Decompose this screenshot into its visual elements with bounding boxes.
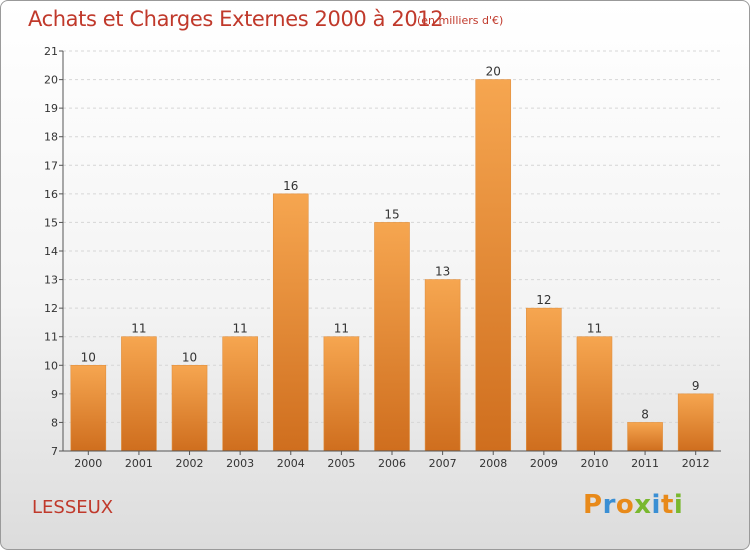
x-tick-label: 2002 — [176, 457, 204, 470]
x-tick-label: 2003 — [226, 457, 254, 470]
x-tick-label: 2007 — [429, 457, 457, 470]
data-label: 13 — [435, 265, 450, 279]
chart-title: Achats et Charges Externes 2000 à 2012 — [28, 7, 444, 31]
bar — [70, 364, 107, 452]
data-label: 15 — [384, 207, 399, 221]
x-tick-label: 2010 — [580, 457, 608, 470]
y-tick-label: 19 — [44, 102, 58, 115]
data-label: 10 — [81, 350, 96, 364]
bar — [374, 222, 410, 452]
y-tick-label: 9 — [51, 388, 58, 401]
x-tick-label: 2012 — [682, 457, 710, 470]
x-tick-label: 2009 — [530, 457, 558, 470]
x-tick-label: 2000 — [74, 457, 102, 470]
y-tick-label: 17 — [44, 159, 58, 172]
data-label: 16 — [283, 179, 298, 193]
logo-letter: o — [615, 490, 635, 520]
x-tick-label: 2001 — [125, 457, 153, 470]
logo-letter: x — [634, 490, 652, 520]
logo-letter: t — [660, 490, 674, 520]
data-label: 11 — [587, 322, 602, 336]
proxiti-logo: Proxiti — [583, 490, 683, 520]
bar — [272, 193, 309, 452]
bar — [526, 307, 562, 452]
logo-letter: i — [673, 490, 684, 520]
bars: 10 11 10 11 16 11 15 13 20 12 11 8 9 — [70, 65, 714, 452]
x-tick-label: 2004 — [277, 457, 305, 470]
data-label: 12 — [536, 293, 551, 307]
x-tick-label: 2005 — [327, 457, 355, 470]
y-tick-label: 10 — [44, 359, 58, 372]
bar — [222, 336, 258, 452]
y-tick-label: 7 — [51, 445, 58, 458]
data-label: 10 — [182, 350, 197, 364]
bar — [424, 279, 461, 452]
bar — [171, 364, 208, 452]
y-tick-label: 13 — [44, 274, 58, 287]
logo-letter: P — [583, 490, 603, 520]
y-tick-label: 18 — [44, 131, 58, 144]
logo-letter: i — [651, 490, 661, 520]
chart-subtitle: (en milliers d'€) — [417, 14, 504, 27]
y-tick-label: 11 — [44, 331, 58, 344]
bar — [627, 422, 663, 452]
x-tick-label: 2008 — [479, 457, 507, 470]
bar — [677, 393, 714, 452]
y-tick-label: 20 — [44, 74, 58, 87]
bar — [323, 336, 360, 452]
data-label: 20 — [486, 65, 501, 79]
data-label: 8 — [641, 407, 649, 421]
logo-letter: r — [602, 490, 616, 520]
x-tick-label: 2006 — [378, 457, 406, 470]
y-tick-label: 21 — [44, 45, 58, 58]
x-axis-ticks: 2000 2001 2002 2003 2004 2005 2006 2007 2008 2009… — [74, 451, 710, 470]
y-tick-label: 15 — [44, 216, 58, 229]
commune-name: LESSEUX — [32, 497, 114, 518]
data-label: 11 — [131, 322, 146, 336]
bar — [576, 336, 613, 452]
bar — [121, 336, 157, 452]
y-tick-label: 16 — [44, 188, 58, 201]
data-label: 11 — [233, 322, 248, 336]
y-tick-label: 12 — [44, 302, 58, 315]
data-label: 9 — [692, 379, 700, 393]
x-tick-label: 2011 — [631, 457, 659, 470]
data-label: 11 — [334, 322, 349, 336]
y-axis-ticks: 7 8 9 10 11 12 13 14 15 16 17 18 19 20 21 — [44, 45, 63, 458]
bar — [475, 79, 512, 452]
y-tick-label: 8 — [51, 416, 58, 429]
y-tick-label: 14 — [44, 245, 58, 258]
